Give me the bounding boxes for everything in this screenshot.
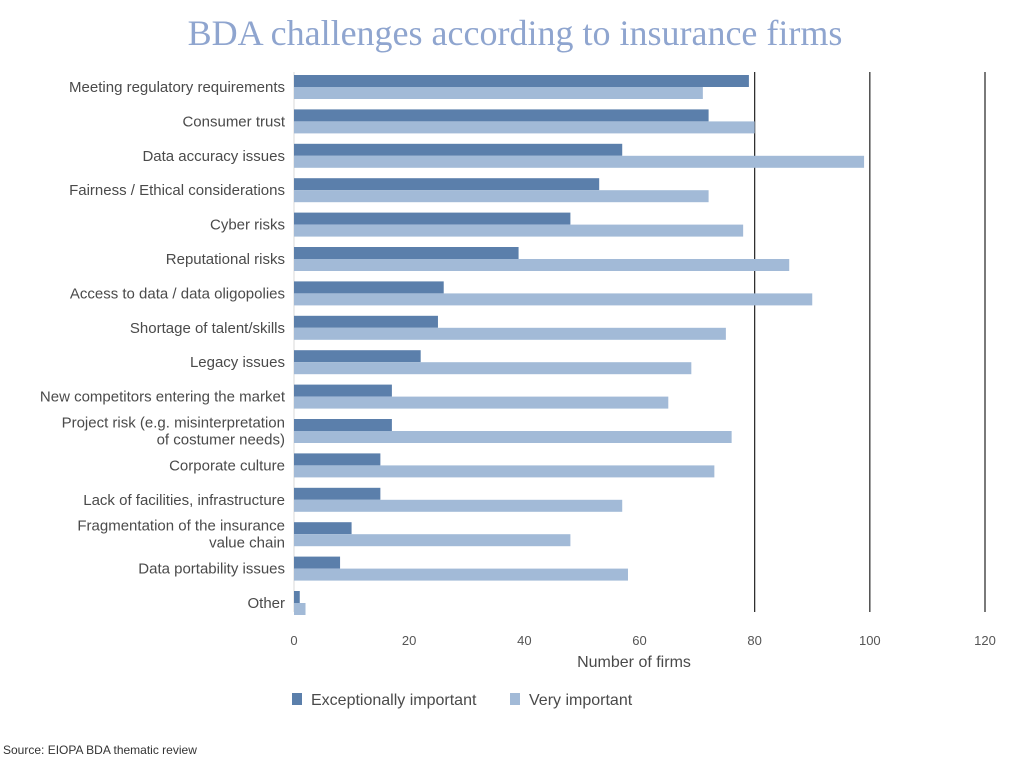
category-label: Shortage of talent/skills: [130, 320, 285, 337]
bar-very-7: [294, 327, 726, 340]
category-label: Project risk (e.g. misinterpretation of c…: [62, 415, 285, 449]
legend-swatch-0: [292, 693, 302, 705]
bar-exceptionally-10: [294, 419, 392, 431]
bar-very-12: [294, 499, 623, 512]
bar-very-1: [294, 121, 755, 134]
category-label: Fragmentation of the insurance value chai…: [77, 518, 285, 552]
bar-exceptionally-11: [294, 453, 381, 466]
bar-very-6: [294, 293, 813, 306]
category-label: Other: [247, 595, 285, 612]
bar-very-11: [294, 465, 715, 478]
bars: [294, 75, 865, 615]
category-label: Data accuracy issues: [142, 148, 285, 165]
category-label: Data portability issues: [138, 561, 285, 578]
x-tick-label: 120: [974, 633, 996, 648]
bar-exceptionally-4: [294, 212, 571, 225]
bar-exceptionally-9: [294, 384, 392, 397]
x-tick-labels: 0 20 40 60 80 100 120: [290, 633, 995, 648]
category-label: Legacy issues: [190, 354, 285, 371]
x-tick-label: 100: [859, 633, 881, 648]
x-tick-label: 0: [290, 633, 297, 648]
chart-title: BDA challenges according to insurance fi…: [187, 13, 843, 53]
bar-exceptionally-6: [294, 281, 444, 294]
bar-very-15: [294, 603, 306, 615]
category-label: Lack of facilities, infrastructure: [83, 492, 285, 509]
category-label: Cyber risks: [210, 217, 285, 234]
x-tick-label: 40: [517, 633, 531, 648]
legend-label-1: Very important: [529, 692, 633, 709]
bar-very-13: [294, 534, 571, 547]
category-labels: Meeting regulatory requirements Consumer …: [40, 79, 286, 612]
bar-very-0: [294, 87, 703, 99]
source-note: Source: EIOPA BDA thematic review: [3, 743, 197, 757]
bar-very-8: [294, 362, 692, 375]
x-tick-label: 20: [402, 633, 416, 648]
x-axis-title: Number of firms: [577, 654, 691, 671]
bar-very-5: [294, 259, 790, 271]
bar-very-9: [294, 396, 669, 409]
bar-very-14: [294, 568, 628, 581]
category-label: New competitors entering the market: [40, 389, 286, 406]
category-label: Consumer trust: [182, 113, 285, 130]
bar-exceptionally-8: [294, 350, 421, 363]
bar-exceptionally-13: [294, 522, 352, 535]
legend-swatch-1: [510, 693, 520, 705]
category-label: Fairness / Ethical considerations: [69, 182, 285, 199]
category-label: Corporate culture: [169, 457, 285, 474]
x-tick-label: 80: [747, 633, 761, 648]
bar-very-2: [294, 155, 865, 168]
bar-exceptionally-0: [294, 75, 749, 87]
category-label: Access to data / data oligopolies: [70, 285, 285, 302]
bar-very-4: [294, 224, 744, 237]
category-label: Meeting regulatory requirements: [69, 79, 285, 96]
legend-label-0: Exceptionally important: [311, 692, 477, 709]
legend: Exceptionally important Very important: [292, 692, 633, 709]
bar-exceptionally-12: [294, 487, 381, 500]
bar-exceptionally-14: [294, 556, 341, 569]
category-label: Reputational risks: [166, 251, 285, 268]
bar-exceptionally-3: [294, 178, 600, 191]
x-tick-label: 60: [632, 633, 646, 648]
bar-exceptionally-1: [294, 109, 709, 122]
bar-exceptionally-7: [294, 315, 438, 328]
bar-exceptionally-15: [294, 591, 300, 603]
bar-very-10: [294, 431, 732, 443]
bar-very-3: [294, 190, 709, 203]
bar-exceptionally-5: [294, 247, 519, 259]
bar-exceptionally-2: [294, 143, 623, 156]
